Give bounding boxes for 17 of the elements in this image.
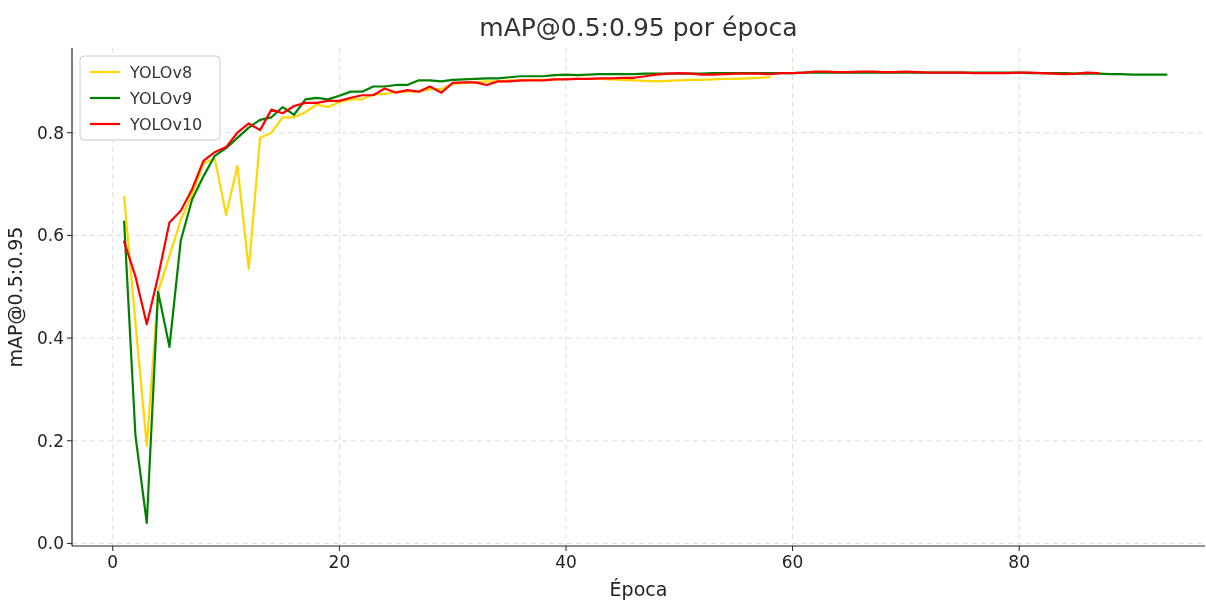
x-tick-label: 80 [1008, 552, 1031, 572]
y-tick-label: 0.4 [36, 328, 64, 349]
legend-label: YOLOv8 [129, 63, 193, 82]
x-tick-label: 0 [107, 552, 119, 572]
legend-label: YOLOv10 [129, 115, 203, 134]
x-tick-label: 40 [555, 552, 577, 572]
line-series [123, 76, 772, 447]
y-tick-label: 0.6 [36, 225, 64, 246]
x-tick-label: 20 [328, 552, 351, 572]
y-tick-label: 0.2 [36, 430, 64, 451]
y-tick-label: 0.8 [36, 122, 64, 143]
y-axis-title: mAP@0.5:0.95 [4, 226, 26, 368]
chart-title: mAP@0.5:0.95 por época [479, 13, 798, 42]
legend-label: YOLOv9 [129, 89, 193, 108]
y-tick-label: 0.0 [36, 533, 64, 554]
x-axis-title: Época [609, 578, 668, 600]
x-tick-label: 60 [781, 552, 804, 572]
